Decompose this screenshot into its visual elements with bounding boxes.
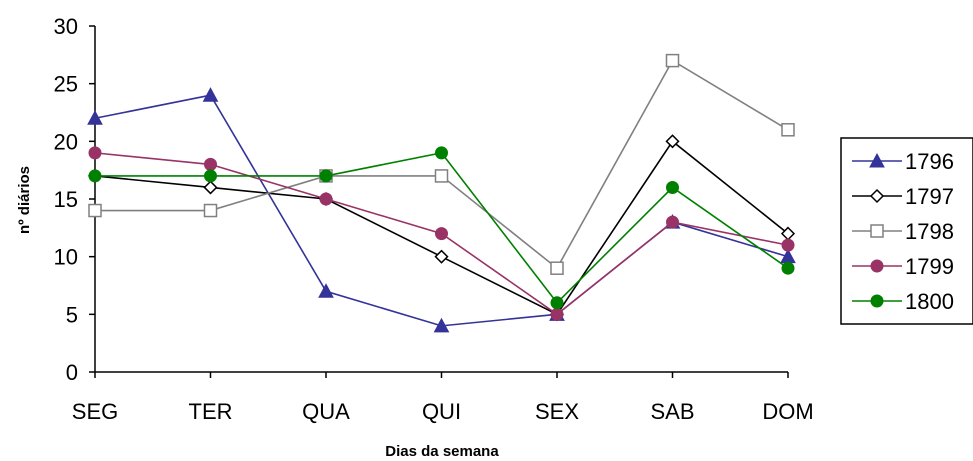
legend-marker bbox=[870, 259, 884, 273]
legend-item-1797: 1797 bbox=[852, 184, 954, 209]
data-point bbox=[88, 203, 102, 218]
data-point bbox=[665, 134, 680, 149]
y-tick-labels: 0 5 10 15 20 25 30 bbox=[54, 14, 78, 385]
data-point bbox=[550, 307, 564, 321]
legend-marker bbox=[869, 188, 885, 204]
y-tick-label: 10 bbox=[54, 245, 78, 270]
data-point bbox=[435, 227, 448, 241]
legend-label: 1798 bbox=[905, 219, 954, 244]
data-point bbox=[781, 123, 795, 137]
x-tick-label: SEG bbox=[72, 399, 118, 424]
x-tick-label: DOM bbox=[762, 399, 813, 424]
x-tick-label: SEX bbox=[535, 399, 579, 424]
x-tick-label: QUA bbox=[302, 399, 350, 424]
series-1800 bbox=[88, 146, 795, 310]
legend-label: 1797 bbox=[905, 184, 954, 209]
legend-label: 1799 bbox=[905, 254, 954, 279]
data-point bbox=[550, 261, 564, 275]
x-tick-label: SAB bbox=[650, 399, 694, 424]
legend-marker bbox=[870, 294, 884, 308]
data-point bbox=[781, 238, 795, 252]
data-point bbox=[203, 180, 218, 195]
data-point bbox=[202, 87, 219, 102]
chart-axes bbox=[89, 25, 789, 378]
legend-item-1800: 1800 bbox=[852, 289, 954, 314]
data-point bbox=[204, 169, 217, 183]
legend-item-1798: 1798 bbox=[852, 219, 954, 244]
x-tick-label: TER bbox=[189, 399, 233, 424]
y-tick-label: 15 bbox=[54, 187, 78, 212]
legend-marker bbox=[869, 152, 885, 168]
legend: 1796 1797 1798 1799 1800 bbox=[840, 137, 973, 325]
data-point bbox=[781, 261, 795, 275]
legend-label: 1796 bbox=[905, 149, 954, 174]
data-point bbox=[550, 296, 564, 310]
data-point bbox=[88, 146, 102, 160]
legend-marker bbox=[870, 224, 884, 238]
data-point bbox=[318, 283, 334, 298]
data-point bbox=[87, 110, 103, 125]
x-tick-labels: SEG TER QUA QUI SEX SAB DOM bbox=[72, 399, 814, 424]
legend-item-1799: 1799 bbox=[852, 254, 954, 279]
series-group bbox=[87, 53, 796, 333]
data-point bbox=[204, 157, 217, 171]
data-point bbox=[88, 169, 102, 183]
data-point bbox=[666, 215, 679, 229]
data-point bbox=[666, 180, 679, 194]
y-tick-label: 0 bbox=[66, 360, 78, 385]
data-point bbox=[319, 192, 333, 206]
x-axis-title: Dias da semana bbox=[385, 443, 499, 460]
data-point bbox=[435, 146, 448, 160]
y-tick-label: 5 bbox=[66, 302, 78, 327]
series-1798 bbox=[88, 53, 795, 275]
x-tick-label: QUI bbox=[422, 399, 461, 424]
y-tick-label: 20 bbox=[54, 129, 78, 154]
data-point bbox=[319, 169, 333, 183]
y-axis-title: nº diários bbox=[16, 166, 33, 234]
legend-label: 1800 bbox=[905, 289, 954, 314]
data-point bbox=[434, 249, 449, 264]
y-tick-label: 25 bbox=[54, 72, 78, 97]
data-point bbox=[433, 317, 450, 333]
data-point bbox=[203, 203, 218, 218]
legend-item-1796: 1796 bbox=[852, 149, 954, 174]
data-point bbox=[665, 53, 680, 68]
y-tick-label: 30 bbox=[54, 14, 78, 39]
data-point bbox=[434, 169, 449, 183]
